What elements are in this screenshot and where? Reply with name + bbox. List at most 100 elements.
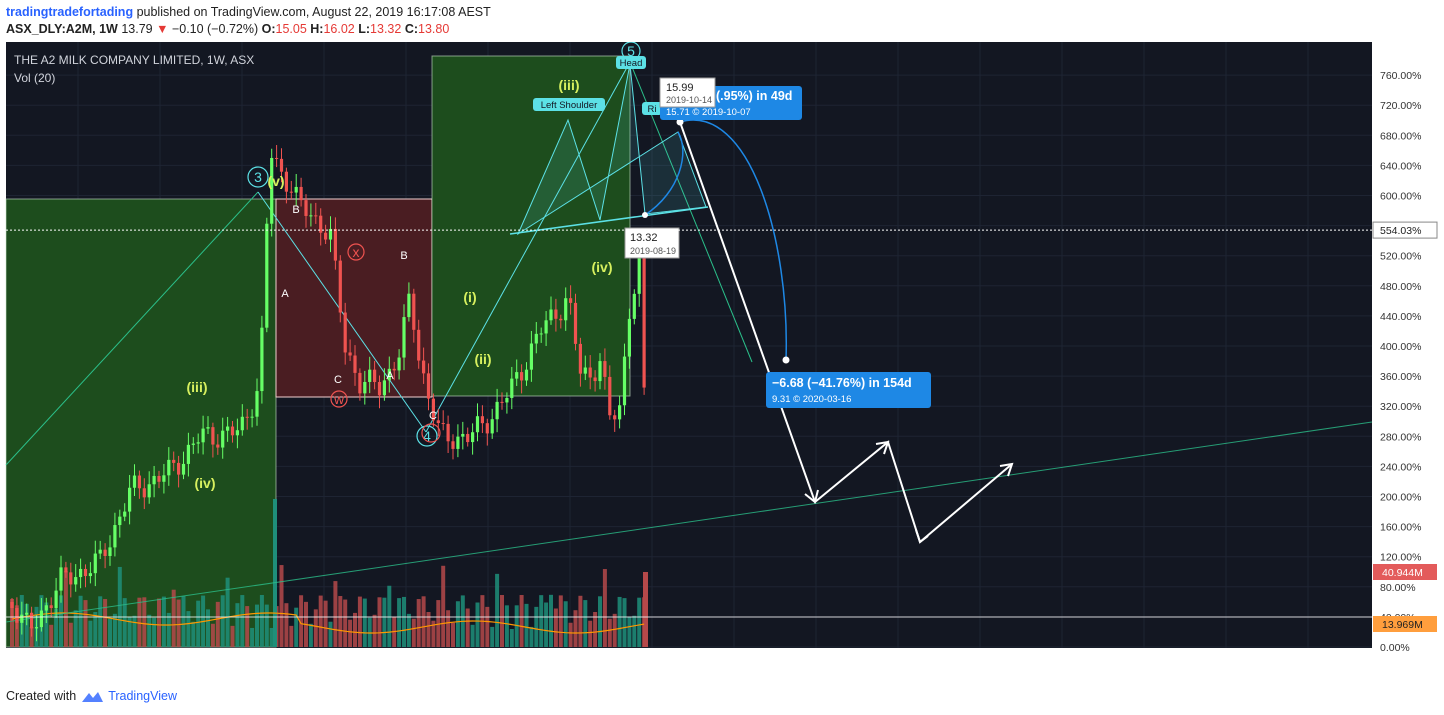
volume-bar [568, 622, 573, 647]
candle-body [622, 356, 627, 406]
candle-body [314, 215, 318, 217]
price-tick-label: 240.00% [1380, 461, 1421, 473]
volume-bar [500, 595, 504, 647]
volume-value-label: 40.944M [1382, 567, 1423, 579]
volume-bar [338, 596, 343, 647]
volume-bar [68, 622, 73, 647]
volume-bar [117, 566, 122, 647]
candle-body [279, 158, 284, 172]
candle-body [245, 416, 249, 418]
candle-body [289, 191, 293, 193]
volume-bar [563, 601, 568, 647]
volume-bar [54, 608, 59, 647]
price-tick-label: 360.00% [1380, 371, 1421, 383]
candle-body [152, 475, 156, 485]
candle-body [240, 416, 244, 431]
volume-bar [509, 628, 514, 647]
projection-arrowhead [875, 440, 890, 455]
price-tick-label: 160.00% [1380, 522, 1421, 534]
candle-body [181, 463, 186, 475]
volume-bar [323, 600, 328, 647]
volume-bar [176, 599, 181, 647]
volume-bar [343, 599, 348, 647]
tradingview-brand-link[interactable]: TradingView [108, 689, 177, 703]
corrective-wave-label: B [292, 204, 299, 216]
volume-bar [602, 569, 607, 647]
candle-body [554, 309, 558, 319]
candle-body [324, 232, 328, 240]
head-label: Head [620, 58, 643, 69]
candle-body [270, 157, 274, 224]
volume-bar [73, 610, 78, 647]
volume-bar [24, 603, 29, 647]
corrective-wave-label: C [334, 374, 342, 386]
candle-body [132, 475, 137, 488]
current-price-box [1372, 221, 1438, 239]
high-callout-box [659, 77, 716, 108]
candle-body [598, 361, 602, 382]
candle-body [618, 405, 622, 420]
price-tick-label: 520.00% [1380, 251, 1421, 263]
wave-line-4-5 [425, 61, 631, 433]
volume-bar [387, 585, 392, 647]
candle-body [304, 200, 308, 216]
candle-body [515, 372, 519, 379]
price-tick-label: 280.00% [1380, 431, 1421, 443]
candle-body [79, 568, 83, 578]
volume-bar [583, 600, 588, 647]
volume-bar [83, 600, 88, 647]
volume-bar [93, 611, 98, 647]
volume-bar [230, 625, 235, 647]
right-shoulder-label-box [642, 102, 662, 115]
price-tick-label: 400.00% [1380, 341, 1421, 353]
corrective-wave-label: B [400, 250, 407, 262]
volume-bar [465, 608, 470, 647]
volume-bar [333, 581, 338, 647]
author-link[interactable]: tradingtradefortading [6, 5, 134, 19]
candle-body [333, 228, 337, 261]
candle-body [373, 369, 377, 383]
trend-line-rise [5, 191, 259, 466]
candle-body [186, 444, 190, 464]
volume-bar [441, 565, 446, 647]
volume-bar [132, 615, 137, 647]
last-price: 13.79 [121, 22, 153, 36]
projection-arrowhead [915, 529, 929, 544]
trend-line-support [5, 421, 1373, 623]
current-price-label: 554.03% [1380, 225, 1421, 237]
green-zone-1 [5, 198, 277, 648]
candle-body [328, 228, 333, 240]
candle-body [417, 329, 421, 361]
volume-bar [377, 597, 382, 647]
candle-body [608, 376, 612, 416]
wave-w-label: w [333, 391, 345, 407]
volume-bar [191, 621, 196, 647]
volume-bar [490, 626, 495, 647]
chart-canvas[interactable]: THE A2 MILK COMPANY LIMITED, 1W, ASX Vol … [0, 42, 1444, 654]
candle-body [529, 343, 533, 370]
volume-bar [446, 610, 451, 647]
volume-bar-last [643, 572, 648, 647]
candle-body [466, 433, 470, 443]
candle-body [510, 378, 514, 398]
candle-body [118, 516, 122, 526]
volume-bar [553, 608, 558, 647]
candle-body [426, 373, 431, 399]
projection-down-box [766, 372, 931, 408]
volume-bar [519, 595, 524, 647]
candle-body [387, 368, 391, 381]
corrective-wave-label: C [429, 410, 437, 422]
price-tick-label: 760.00% [1380, 70, 1421, 82]
volume-bar [210, 623, 215, 647]
volume-bar [142, 597, 147, 647]
candle-body [397, 357, 401, 371]
volume-bar [308, 623, 313, 647]
volume-bar [431, 620, 436, 647]
publish-line: tradingtradefortading published on Tradi… [6, 4, 491, 21]
candle-body [299, 186, 303, 201]
volume-bar [88, 620, 93, 647]
candle-body [74, 577, 78, 585]
volume-bar [475, 602, 480, 647]
volume-bar [416, 599, 421, 647]
projection-up-sub: 15.71 © 2019-10-07 [666, 107, 751, 118]
